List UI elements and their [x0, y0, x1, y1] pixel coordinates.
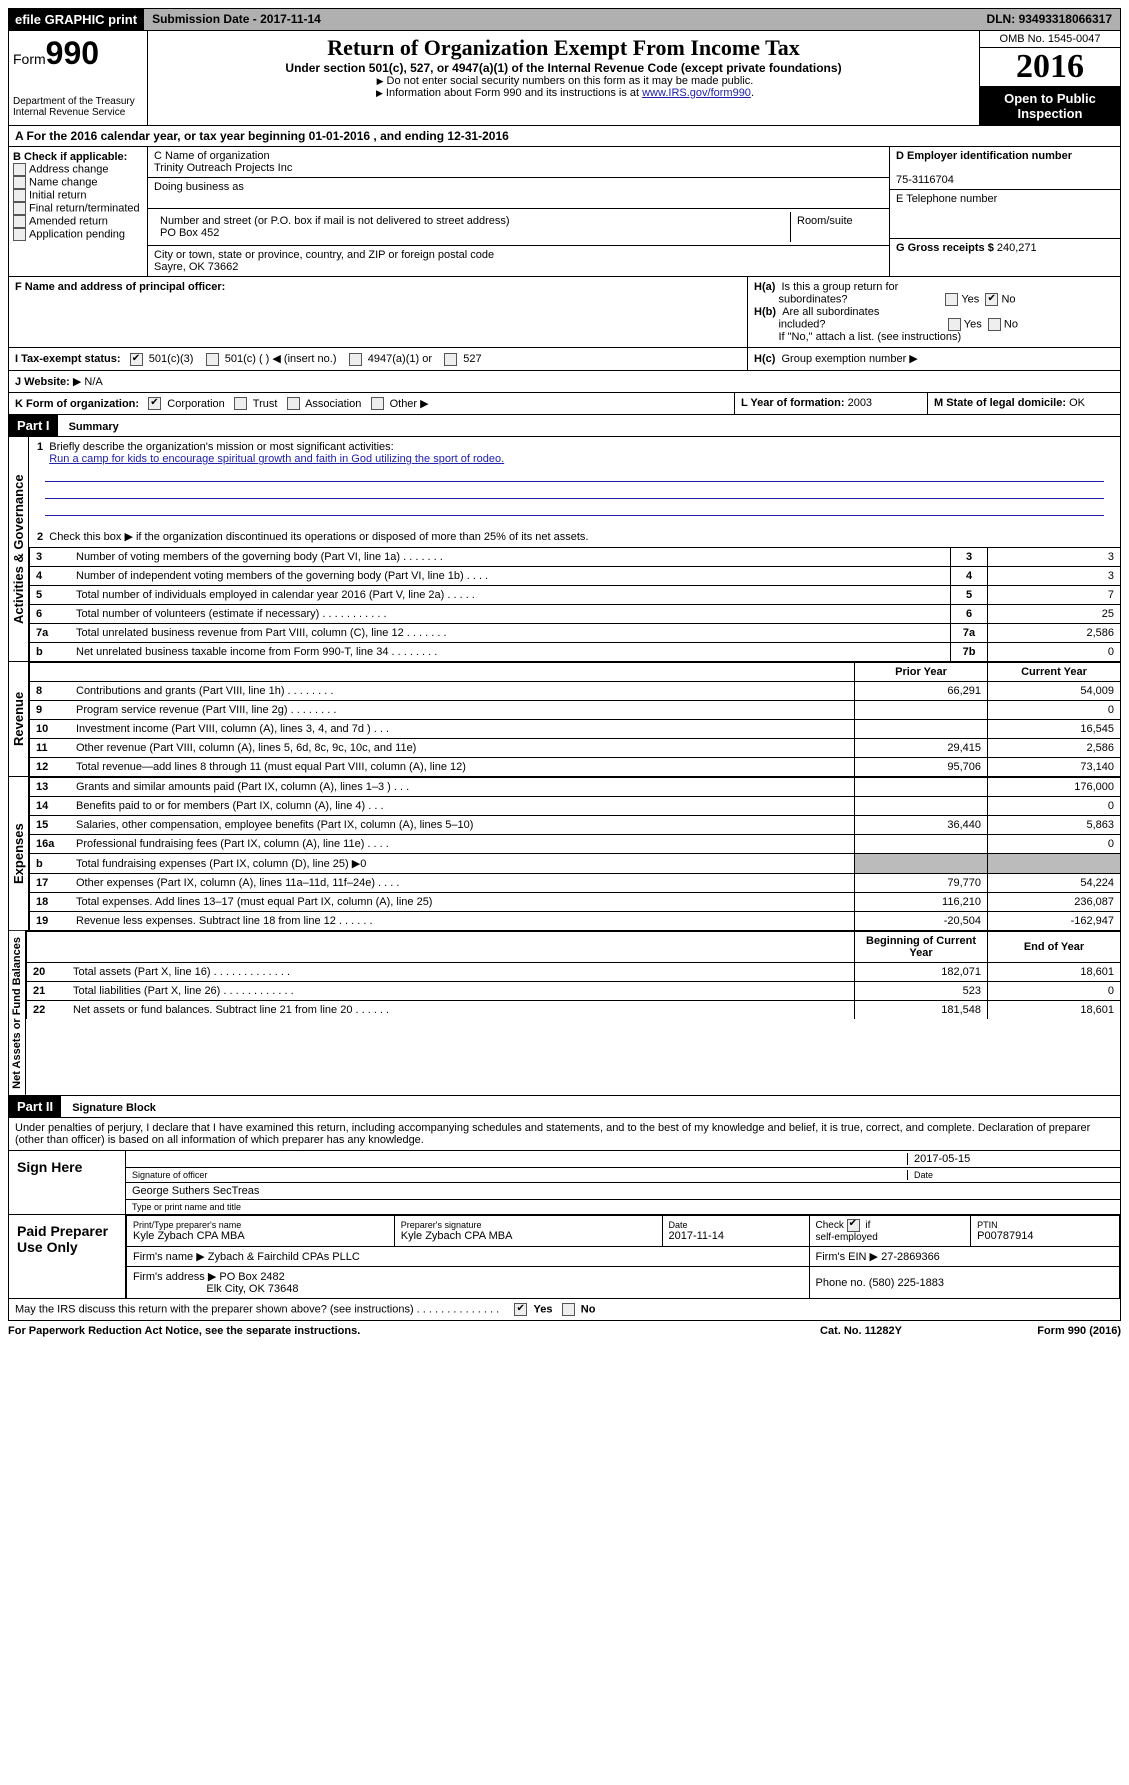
- instructions-link[interactable]: www.IRS.gov/form990: [642, 87, 751, 99]
- dln: DLN: 93493318066317: [979, 9, 1120, 30]
- col-b: B Check if applicable: Address change Na…: [9, 147, 148, 276]
- governance-table: 3Number of voting members of the governi…: [29, 547, 1120, 661]
- signature-block: Under penalties of perjury, I declare th…: [8, 1118, 1121, 1321]
- topbar: efile GRAPHIC print Submission Date - 20…: [8, 8, 1121, 31]
- page-footer: For Paperwork Reduction Act Notice, see …: [8, 1321, 1121, 1337]
- form-header: Form990 Department of the Treasury Inter…: [8, 31, 1121, 126]
- omb-no: OMB No. 1545-0047: [980, 31, 1120, 48]
- part-ii-header: Part II: [9, 1096, 61, 1117]
- part-i-header: Part I: [9, 415, 58, 436]
- revenue-table: Prior YearCurrent Year8Contributions and…: [29, 662, 1120, 776]
- open-to-public: Open to PublicInspection: [980, 87, 1120, 125]
- governance-section: Activities & Governance 1 Briefly descri…: [8, 437, 1121, 662]
- check-pending[interactable]: [13, 228, 26, 241]
- preparer-table: Print/Type preparer's nameKyle Zybach CP…: [126, 1215, 1120, 1298]
- check-amended[interactable]: [13, 215, 26, 228]
- section-a: A For the 2016 calendar year, or tax yea…: [8, 126, 1121, 147]
- form-title: Return of Organization Exempt From Incom…: [156, 35, 971, 61]
- form-id: Form990 Department of the Treasury Inter…: [9, 31, 148, 125]
- expenses-section: Expenses 13Grants and similar amounts pa…: [8, 777, 1121, 931]
- submission-date: Submission Date - 2017-11-14: [143, 9, 329, 30]
- col-d: D Employer identification number75-31167…: [889, 147, 1120, 276]
- check-final-return[interactable]: [13, 202, 26, 215]
- revenue-section: Revenue Prior YearCurrent Year8Contribut…: [8, 662, 1121, 777]
- expenses-table: 13Grants and similar amounts paid (Part …: [29, 777, 1120, 930]
- efile-label: efile GRAPHIC print: [9, 9, 143, 30]
- entity-block: B Check if applicable: Address change Na…: [8, 147, 1121, 277]
- check-initial-return[interactable]: [13, 189, 26, 202]
- check-name-change[interactable]: [13, 176, 26, 189]
- check-address-change[interactable]: [13, 163, 26, 176]
- netassets-table: Beginning of Current YearEnd of Year20To…: [26, 931, 1120, 1019]
- netassets-section: Net Assets or Fund Balances Beginning of…: [8, 931, 1121, 1096]
- row-f-h: F Name and address of principal officer:…: [8, 277, 1121, 348]
- tax-year: 2016: [980, 48, 1120, 87]
- col-c: C Name of organizationTrinity Outreach P…: [148, 147, 889, 276]
